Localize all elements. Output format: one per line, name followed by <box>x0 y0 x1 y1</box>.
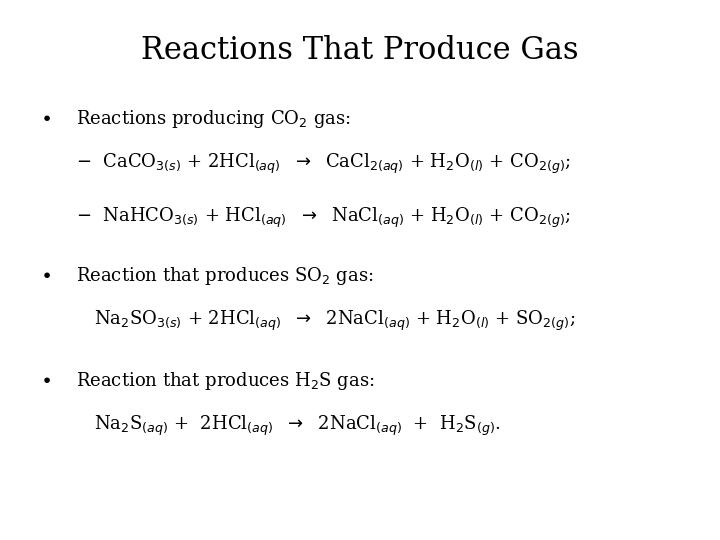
Text: Reactions producing CO$_2$ gas:: Reactions producing CO$_2$ gas: <box>76 108 351 130</box>
Text: $\bullet$: $\bullet$ <box>40 265 50 282</box>
Text: $-$  CaCO$_{3(s)}$ + 2HCl$_{(aq)}$  $\rightarrow$  CaCl$_{2(aq)}$ + H$_2$O$_{(l): $-$ CaCO$_{3(s)}$ + 2HCl$_{(aq)}$ $\righ… <box>76 152 570 177</box>
Text: Na$_2$S$_{(aq)}$ +  2HCl$_{(aq)}$  $\rightarrow$  2NaCl$_{(aq)}$  +  H$_2$S$_{(g: Na$_2$S$_{(aq)}$ + 2HCl$_{(aq)}$ $\right… <box>94 414 500 438</box>
Text: $\bullet$: $\bullet$ <box>40 108 50 126</box>
Text: $-$  NaHCO$_{3(s)}$ + HCl$_{(aq)}$  $\rightarrow$  NaCl$_{(aq)}$ + H$_2$O$_{(l)}: $-$ NaHCO$_{3(s)}$ + HCl$_{(aq)}$ $\righ… <box>76 206 571 231</box>
Text: Reaction that produces H$_2$S gas:: Reaction that produces H$_2$S gas: <box>76 370 374 392</box>
Text: Reaction that produces SO$_2$ gas:: Reaction that produces SO$_2$ gas: <box>76 265 373 287</box>
Text: Reactions That Produce Gas: Reactions That Produce Gas <box>141 35 579 66</box>
Text: Na$_2$SO$_{3(s)}$ + 2HCl$_{(aq)}$  $\rightarrow$  2NaCl$_{(aq)}$ + H$_2$O$_{(l)}: Na$_2$SO$_{3(s)}$ + 2HCl$_{(aq)}$ $\righ… <box>94 309 575 333</box>
Text: $\bullet$: $\bullet$ <box>40 370 50 388</box>
